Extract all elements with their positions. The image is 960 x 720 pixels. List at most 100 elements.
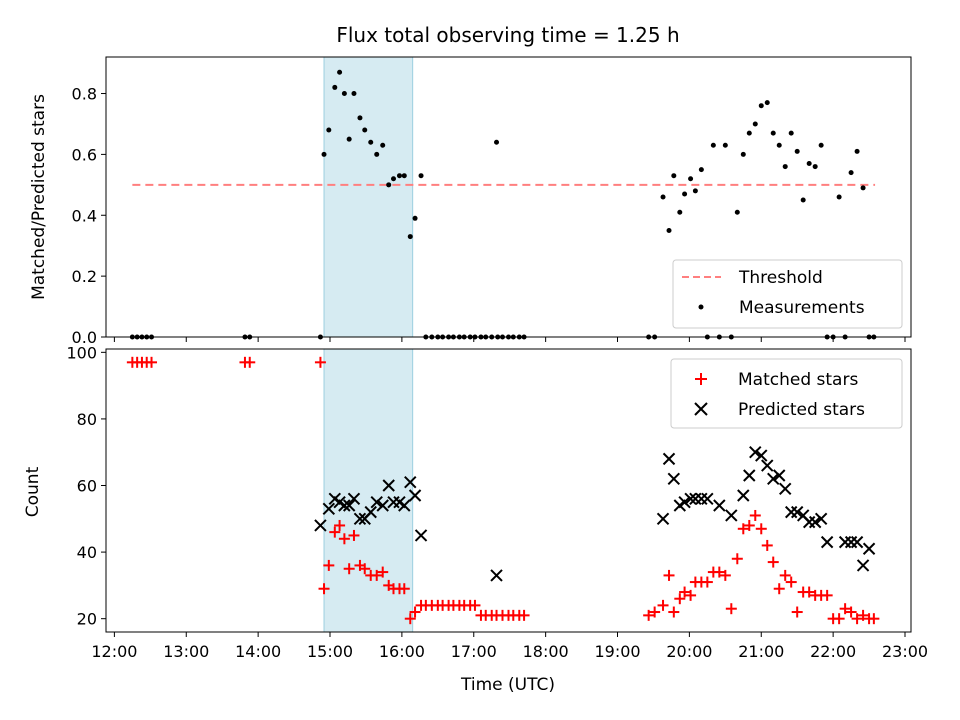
matched-star-point xyxy=(767,556,779,568)
legend-measurements-swatch xyxy=(698,304,704,310)
top-plot-frame xyxy=(105,56,912,338)
matched-star-point xyxy=(674,593,686,605)
predicted-star-point xyxy=(314,519,327,532)
predicted-star-point xyxy=(353,512,367,526)
measurement-point xyxy=(396,173,402,179)
measurement-point xyxy=(368,139,374,145)
matched-star-point xyxy=(469,599,481,611)
predicted-star-point xyxy=(856,559,870,572)
measurement-point xyxy=(770,130,776,136)
predicted-star-point xyxy=(684,492,697,506)
bottom-y-tick-label: 80 xyxy=(77,410,97,429)
predicted-star-point xyxy=(755,449,768,462)
predicted-star-point xyxy=(701,492,714,506)
predicted-star-point xyxy=(773,469,786,482)
matched-star-point xyxy=(868,613,880,625)
matched-star-point xyxy=(821,589,833,601)
matched-star-point xyxy=(404,613,416,625)
matched-star-point xyxy=(146,356,158,368)
measurement-point xyxy=(746,130,752,136)
legend-measurements-label: Measurements xyxy=(739,298,865,318)
predicted-star-point xyxy=(725,509,738,522)
measurement-point xyxy=(362,127,368,133)
matched-star-point xyxy=(779,569,791,581)
legend-matched-swatch xyxy=(695,373,707,385)
predicted-star-point xyxy=(790,505,804,519)
matched-star-point xyxy=(839,603,851,615)
measurement-point xyxy=(764,100,770,106)
bottom-y-tick-label: 20 xyxy=(77,610,97,629)
matched-star-point xyxy=(318,583,330,595)
matched-star-point xyxy=(668,606,680,618)
predicted-star-point xyxy=(737,489,750,502)
matched-star-point xyxy=(398,583,410,595)
predicted-star-point xyxy=(414,529,428,542)
predicted-star-point xyxy=(713,499,726,512)
predicted-star-point xyxy=(338,499,351,512)
predicted-star-point xyxy=(779,482,792,496)
chart-title: Flux total observing time = 1.25 h xyxy=(336,23,679,47)
measurement-point xyxy=(848,170,854,176)
predicted-star-point xyxy=(656,512,670,526)
measurement-point xyxy=(812,164,818,170)
measurement-point xyxy=(337,69,343,75)
predicted-star-point xyxy=(814,512,828,526)
measurement-point xyxy=(332,84,338,90)
measurement-point xyxy=(380,142,386,148)
predicted-star-point xyxy=(743,469,756,482)
matched-star-point xyxy=(323,559,335,571)
predicted-star-point xyxy=(364,505,377,519)
measurement-point xyxy=(666,227,672,233)
measurement-point xyxy=(800,197,806,203)
measurement-point xyxy=(722,142,728,148)
matched-star-point xyxy=(338,533,350,545)
predicted-star-point xyxy=(850,535,864,549)
bottom-x-tick-label: 12:00 xyxy=(91,642,137,661)
bottom-x-tick-label: 18:00 xyxy=(523,642,569,661)
matched-star-point xyxy=(334,519,346,531)
bottom-y-axis-label: Count xyxy=(23,466,43,517)
measurement-point xyxy=(860,185,866,191)
legend-threshold-label: Threshold xyxy=(738,268,823,288)
predicted-star-point xyxy=(342,499,356,512)
bottom-x-tick-label: 14:00 xyxy=(235,642,281,661)
matched-star-point xyxy=(743,519,755,531)
bottom-x-tick-label: 19:00 xyxy=(594,642,640,661)
measurement-point xyxy=(326,127,332,133)
measurement-point xyxy=(698,167,704,173)
predicted-star-point xyxy=(749,446,762,459)
measurement-point xyxy=(758,103,764,109)
measurement-point xyxy=(788,130,794,136)
measurement-point xyxy=(688,176,694,182)
bottom-x-tick-label: 23:00 xyxy=(882,642,928,661)
measurement-point xyxy=(776,142,782,148)
bottom-plot-frame xyxy=(105,348,912,633)
measurement-point xyxy=(782,164,788,170)
measurement-point xyxy=(357,115,363,121)
matched-star-point xyxy=(719,569,731,581)
measurement-point xyxy=(391,176,396,182)
top-y-tick-label: 0.0 xyxy=(72,328,97,347)
matched-star-point xyxy=(701,576,713,588)
bottom-x-tick-label: 21:00 xyxy=(738,642,784,661)
measurement-point xyxy=(407,234,413,240)
predicted-star-point xyxy=(322,502,336,516)
bottom-y-tick-label: 60 xyxy=(77,477,97,496)
predicted-star-point xyxy=(820,535,834,549)
measurement-point xyxy=(682,191,688,197)
top-series xyxy=(129,69,877,340)
matched-star-point xyxy=(649,606,661,618)
measurement-point xyxy=(494,139,500,145)
bottom-shaded-region xyxy=(323,348,414,633)
matched-star-point xyxy=(679,586,691,598)
measurement-point xyxy=(346,136,352,142)
matched-star-point xyxy=(833,613,845,625)
matched-star-point xyxy=(773,583,785,595)
matched-star-point xyxy=(785,576,797,588)
predicted-star-point xyxy=(662,452,676,466)
matched-star-point xyxy=(343,563,355,575)
predicted-star-point xyxy=(376,499,389,512)
bottom-series xyxy=(126,356,880,625)
matched-star-point xyxy=(749,509,761,521)
